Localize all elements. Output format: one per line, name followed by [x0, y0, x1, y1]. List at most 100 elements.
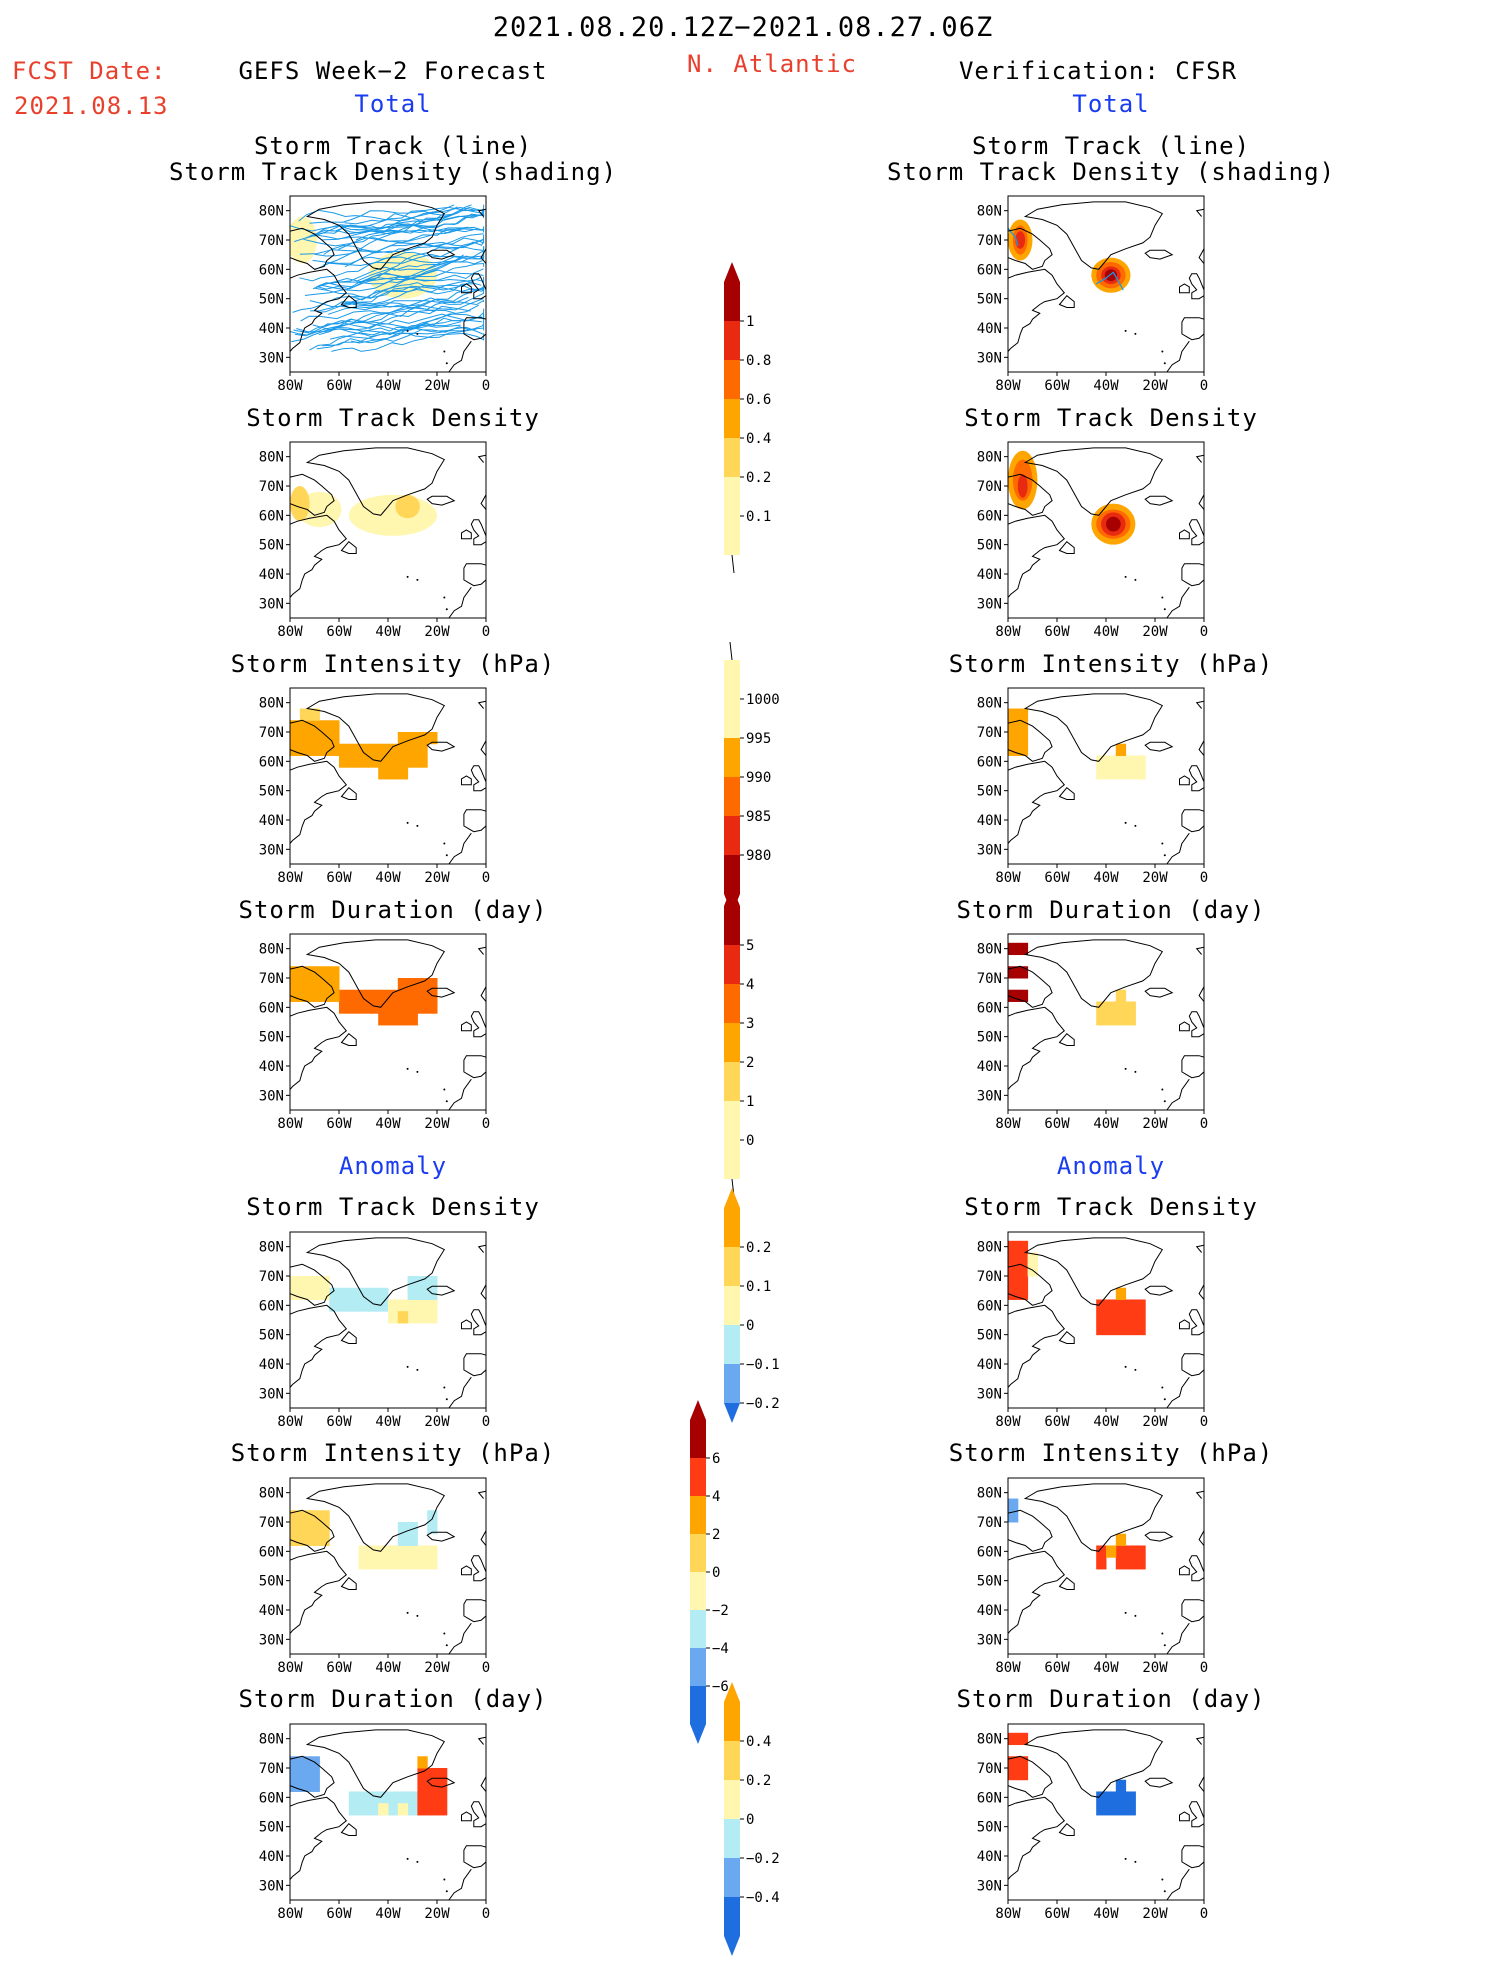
- region-title: N. Atlantic: [687, 50, 857, 78]
- shading-cell: [1096, 1557, 1107, 1570]
- shading-cell: [437, 1779, 448, 1792]
- storm-track-line: [314, 206, 483, 257]
- colorbar-segment: [724, 1023, 740, 1062]
- coastline: [290, 1755, 335, 1798]
- shading-cell: [397, 1522, 409, 1535]
- coastline: [448, 1622, 472, 1654]
- coastline: [1188, 1011, 1204, 1038]
- shading-cell: [358, 1803, 369, 1816]
- lon-tick-label: 40W: [1093, 870, 1119, 886]
- storm-track-line: [328, 299, 485, 315]
- colorbar-segment: [724, 516, 740, 555]
- coastline: [1179, 1565, 1190, 1576]
- shading-cell: [329, 720, 340, 733]
- shading-cell: [368, 1791, 379, 1804]
- storm-track-line: [303, 228, 473, 247]
- colorbar-tick-label: 0.4: [746, 431, 771, 447]
- lon-tick-label: 0: [482, 378, 490, 394]
- shading-cell: [1017, 942, 1029, 956]
- colorbar-tick-label: −0.4: [746, 1890, 780, 1906]
- lat-tick-label: 30N: [977, 596, 1002, 612]
- colorbar-segment: [724, 1780, 740, 1819]
- lon-tick-label: 20W: [424, 1906, 450, 1922]
- colorbar-density-total: 1 0.8 0.6 0.4 0.2 0.1: [720, 262, 800, 583]
- coastline: [1198, 1273, 1204, 1300]
- coastline: [1188, 273, 1204, 300]
- shading-cell: [397, 743, 409, 756]
- lat-tick-label: 40N: [259, 813, 284, 829]
- colorbar-tick-label: 3: [746, 1016, 754, 1032]
- shading-cell: [1096, 1322, 1107, 1336]
- shading-cell: [368, 755, 379, 768]
- shading-cell: [437, 1803, 448, 1816]
- island: [1161, 842, 1164, 845]
- colorbar-segment: [724, 1286, 740, 1325]
- title-track-line-right: Storm Track (line): [971, 132, 1251, 160]
- title-density-right: Storm Track Density: [964, 404, 1258, 432]
- shading-cell: [1096, 1001, 1107, 1014]
- colorbar-tick-label: −6: [712, 1679, 729, 1695]
- shading-cell: [1106, 516, 1121, 532]
- coastline: [1166, 1078, 1190, 1110]
- storm-track-line: [300, 305, 471, 322]
- shading-cell: [1115, 1791, 1127, 1804]
- lon-tick-label: 20W: [424, 1414, 450, 1430]
- shading-cell: [348, 1791, 360, 1804]
- coastline: [1008, 1550, 1066, 1634]
- lat-tick-label: 70N: [259, 1515, 284, 1531]
- lon-tick-label: 40W: [1093, 624, 1119, 640]
- lat-tick-label: 70N: [259, 479, 284, 495]
- lat-tick-label: 40N: [259, 1603, 284, 1619]
- shading-cell: [329, 966, 340, 979]
- colorbar-tick-label: 1: [746, 1094, 754, 1110]
- island: [1134, 1070, 1137, 1073]
- island: [1163, 1100, 1166, 1103]
- lon-tick-label: 60W: [326, 624, 352, 640]
- colorbar-tick-label: 0.2: [746, 1240, 771, 1256]
- lon-tick-label: 20W: [1142, 1116, 1168, 1132]
- storm-track-line: [334, 251, 485, 283]
- lat-tick-label: 60N: [977, 1298, 1002, 1314]
- shading-cell: [397, 1311, 409, 1324]
- storm-track-line: [331, 332, 485, 352]
- island: [1163, 1644, 1166, 1647]
- island: [406, 1365, 409, 1368]
- shading-cell: [427, 978, 438, 991]
- shading-cell: [299, 1287, 311, 1300]
- coastline: [1008, 1006, 1066, 1090]
- lat-tick-label: 60N: [977, 754, 1002, 770]
- colorbar-segment: [724, 1364, 740, 1403]
- shading-cell: [309, 978, 320, 991]
- lon-tick-label: 80W: [995, 1906, 1021, 1922]
- title-track-line-left: Storm Track (line): [253, 132, 533, 160]
- island: [443, 1878, 446, 1881]
- shading-cell: [319, 989, 330, 1002]
- shading-cell: [378, 1791, 389, 1804]
- island: [1163, 608, 1166, 611]
- island: [416, 1860, 419, 1863]
- shading-cell: [378, 989, 389, 1002]
- map-panel-f-dur-a: 80N 70N 60N 50N 40N 30N 80W 60W 40W 20W 0: [240, 1718, 498, 1922]
- coastline: [1008, 514, 1066, 598]
- shading-cell: [427, 1001, 438, 1014]
- coastline: [1144, 495, 1174, 506]
- colorbar-tick-label: 1: [746, 314, 754, 330]
- island: [445, 1890, 448, 1893]
- lon-tick-label: 80W: [277, 378, 303, 394]
- lat-tick-label: 60N: [259, 754, 284, 770]
- shading-cell: [417, 1299, 428, 1312]
- shading-cell: [388, 1803, 399, 1816]
- coastline: [290, 1796, 348, 1880]
- shading-cell: [290, 1756, 301, 1769]
- coastline: [340, 1823, 357, 1836]
- coastline: [426, 741, 456, 752]
- shading-cell: [1017, 743, 1029, 756]
- lon-tick-label: 0: [1200, 378, 1208, 394]
- shading-cell: [319, 1510, 330, 1523]
- shading-cell: [1135, 1311, 1146, 1324]
- shading-cell: [329, 978, 340, 991]
- lat-tick-label: 50N: [259, 1820, 284, 1836]
- map-panel-v-dur: 80N 70N 60N 50N 40N 30N 80W 60W 40W 20W 0: [958, 928, 1216, 1132]
- lat-tick-label: 50N: [977, 1820, 1002, 1836]
- map-panel-v-track: 80N 70N 60N 50N 40N 30N 80W 60W 40W 20W 0: [958, 190, 1216, 394]
